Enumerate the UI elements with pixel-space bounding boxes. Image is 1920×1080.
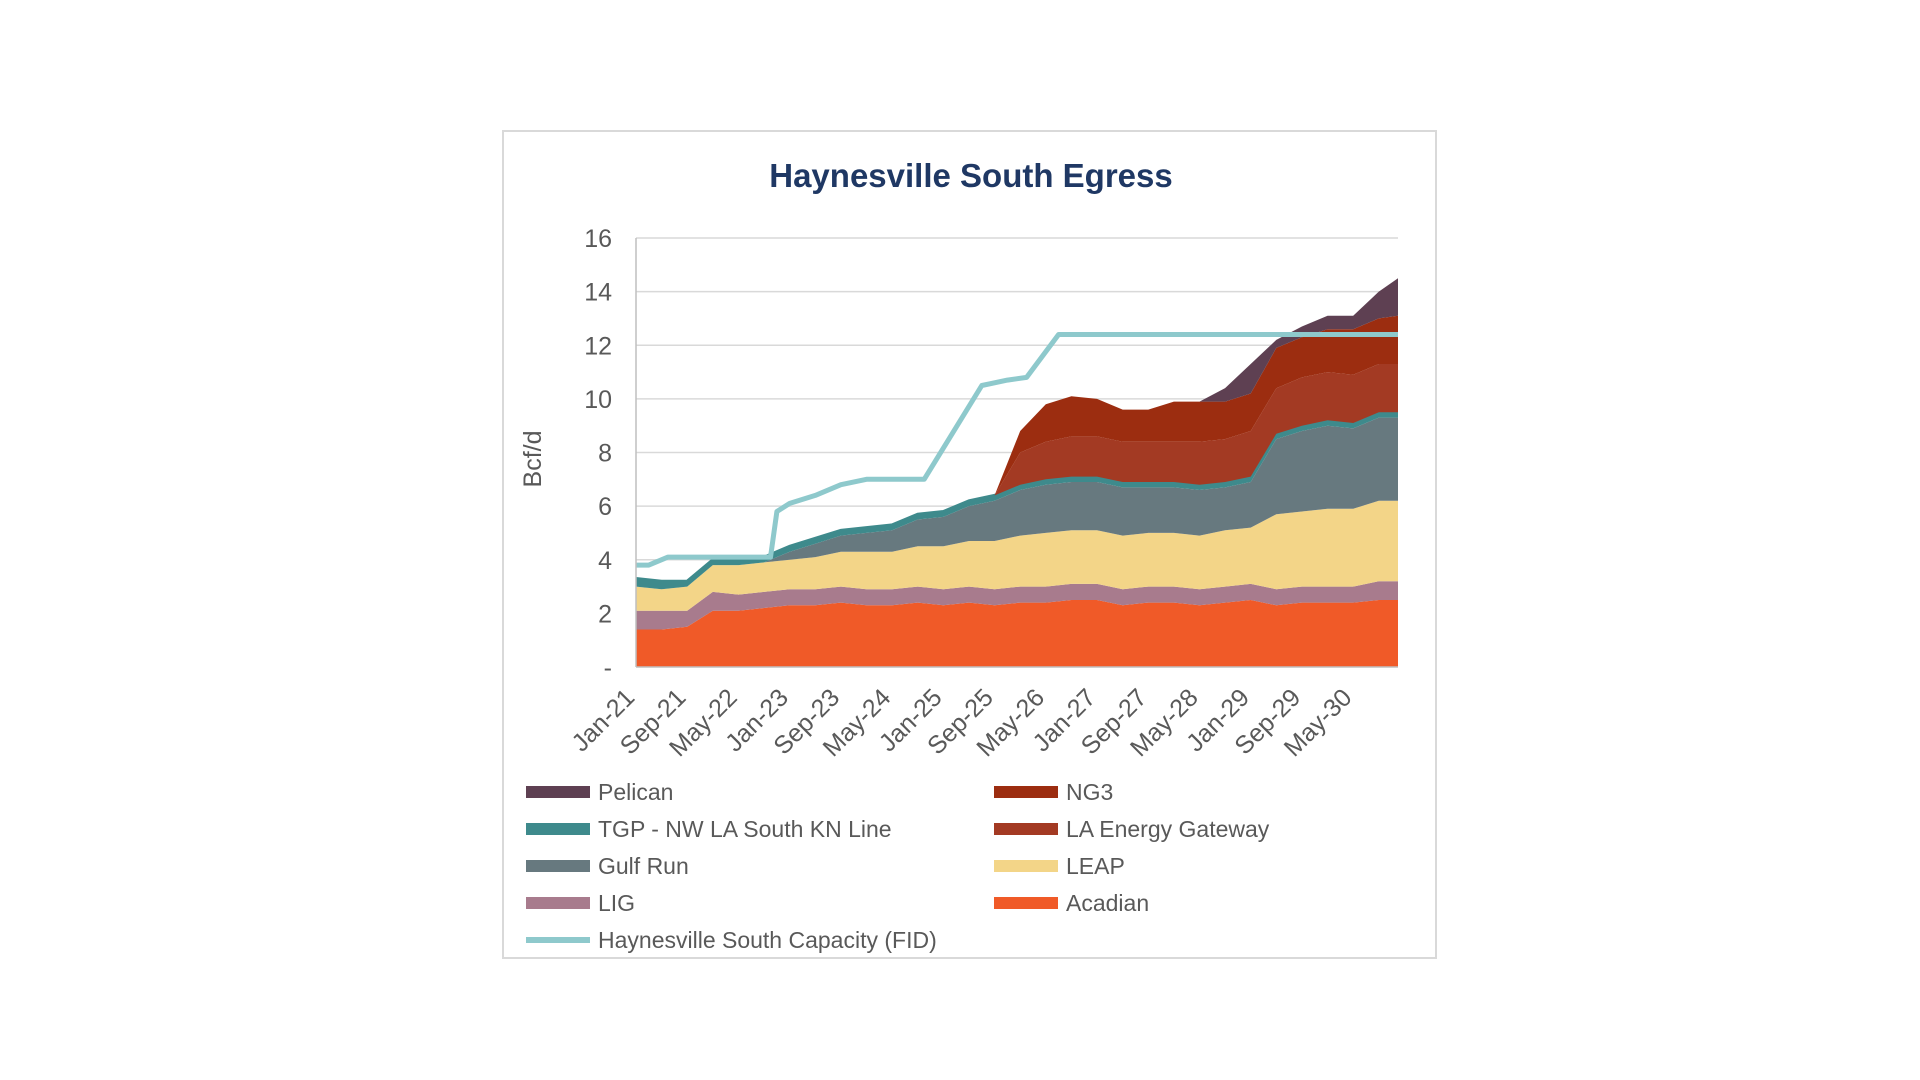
- chart-svg: Haynesville South Egress -246810121416Ja…: [519, 157, 1398, 953]
- y-tick-label: 4: [598, 547, 612, 575]
- area-series-acadian: [636, 600, 1398, 667]
- legend-swatch: [994, 823, 1058, 835]
- chart-title: Haynesville South Egress: [769, 157, 1173, 194]
- legend-label: LEAP: [1066, 853, 1125, 879]
- y-axis-label: Bcf/d: [519, 431, 547, 488]
- capacity-line-layer: [636, 332, 1398, 568]
- y-tick-label: 6: [598, 493, 612, 521]
- legend-label: Haynesville South Capacity (FID): [598, 927, 937, 953]
- area-series-la-energy-gateway: [636, 364, 1398, 582]
- y-tick-label: -: [604, 654, 612, 682]
- capacity-line: [636, 332, 1398, 568]
- legend: Pelican NG3 TGP - NW LA South KN Line LA En…: [526, 779, 1270, 953]
- legend-swatch: [994, 860, 1058, 872]
- legend-swatch: [526, 897, 590, 909]
- chart-container: Haynesville South Egress -2 4 6 8 10 12 14 16 Ja…: [502, 130, 1437, 959]
- legend-label: LIG: [598, 890, 635, 916]
- y-tick-label: 16: [584, 225, 612, 253]
- y-tick-label: 2: [598, 600, 612, 628]
- y-tick-label: 8: [598, 440, 612, 468]
- y-tick-label: 12: [584, 332, 612, 360]
- legend-swatch: [994, 897, 1058, 909]
- plot-area: [635, 278, 1398, 667]
- legend-label: TGP - NW LA South KN Line: [598, 816, 892, 842]
- area-series-gulf-run: [636, 417, 1398, 590]
- legend-swatch: [526, 786, 590, 798]
- legend-swatch: [994, 786, 1058, 798]
- area-series-lig: [636, 581, 1398, 630]
- y-tick-label: 14: [584, 279, 612, 307]
- legend-label: Pelican: [598, 779, 673, 805]
- legend-label: Acadian: [1066, 890, 1149, 916]
- area-series-leap: [636, 500, 1398, 611]
- legend-swatch: [526, 823, 590, 835]
- legend-label: LA Energy Gateway: [1066, 816, 1270, 842]
- legend-label: Gulf Run: [598, 853, 689, 879]
- legend-label: NG3: [1066, 779, 1113, 805]
- legend-swatch: [526, 860, 590, 872]
- area-series-ng3: [636, 315, 1398, 582]
- y-tick-label: 10: [584, 386, 612, 414]
